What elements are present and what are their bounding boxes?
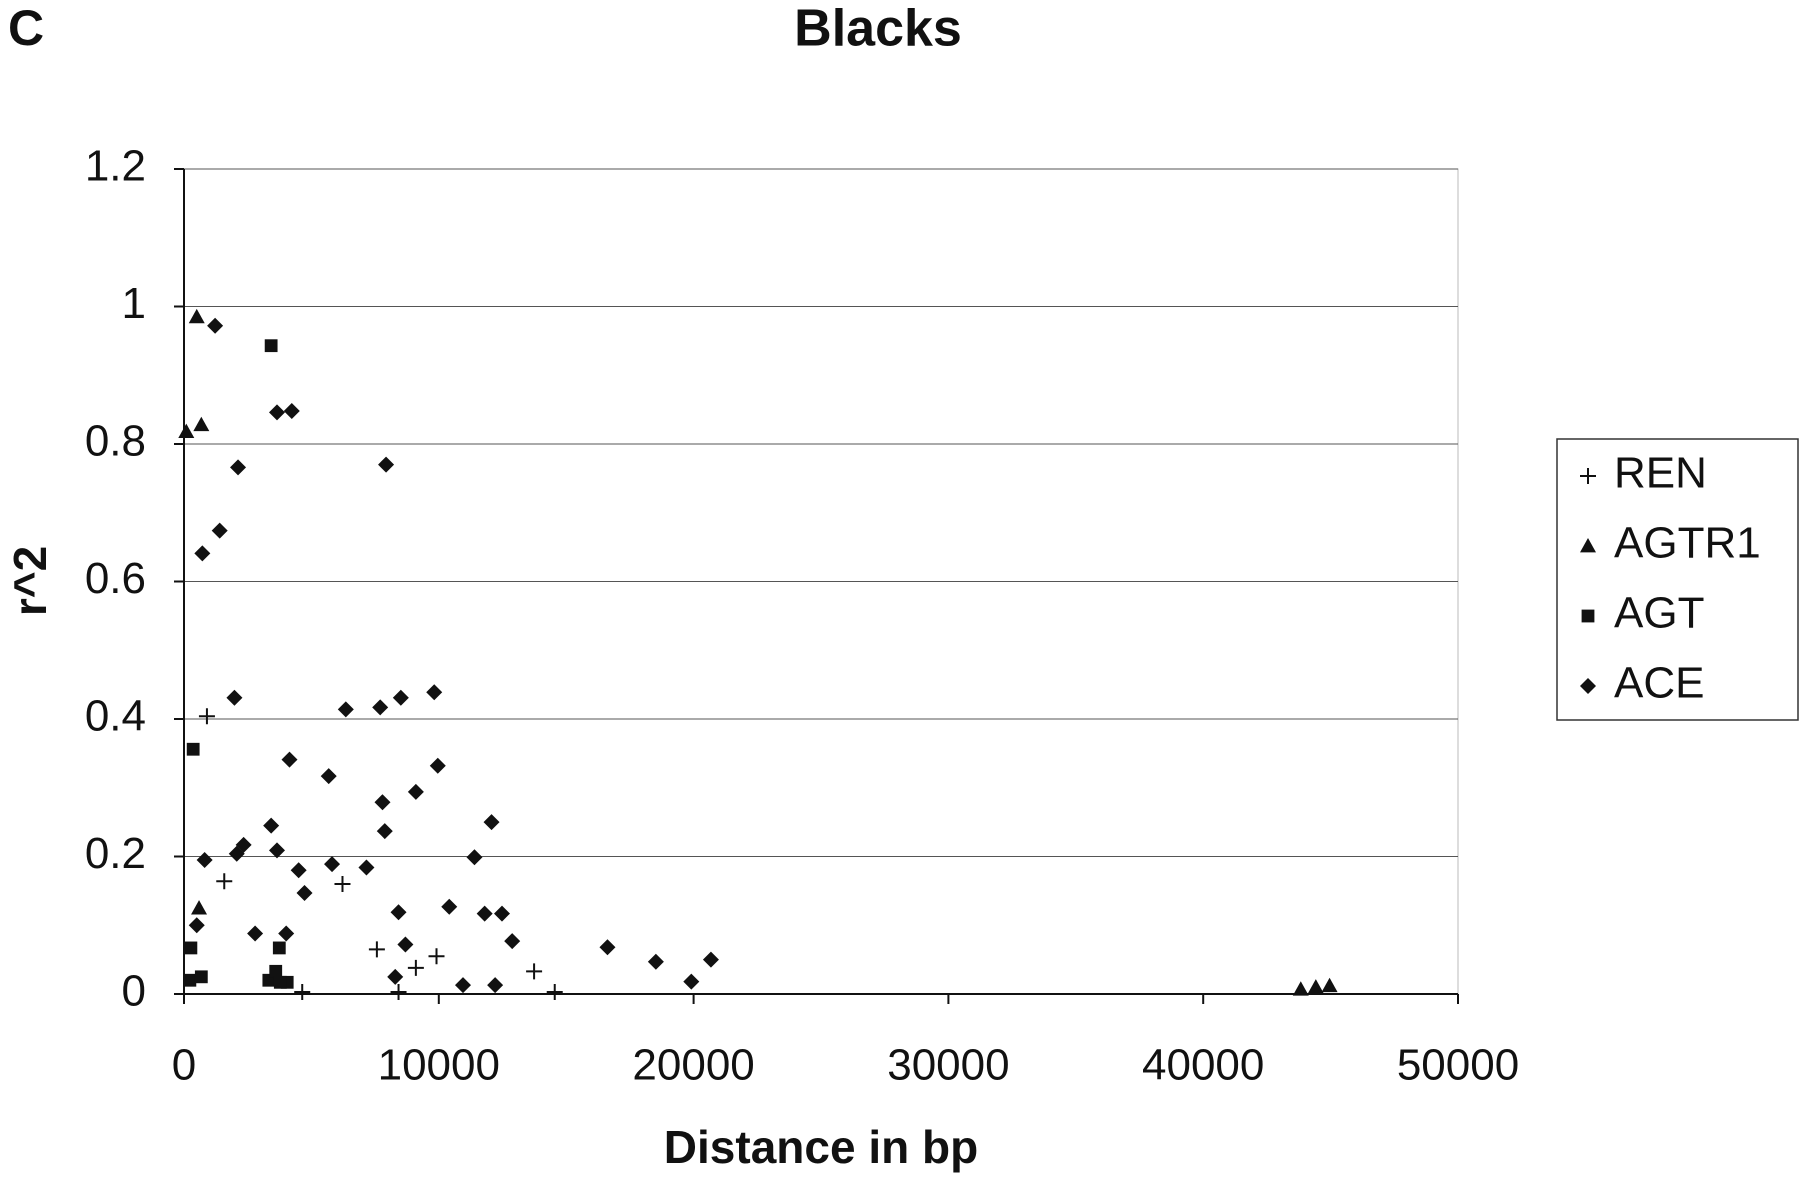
point [183,973,197,987]
legend-label: AGTR1 [1614,519,1761,568]
point [407,783,424,800]
point [483,814,500,831]
chart-title: Blacks [794,0,962,58]
x-tick-label: 0 [172,1041,196,1090]
point [426,684,443,701]
x-tick-label: 40000 [1142,1041,1264,1090]
point [337,701,354,718]
y-tick-label: 0.2 [85,829,146,878]
legend-label: ACE [1614,659,1704,708]
point [647,953,664,970]
point [191,900,208,915]
point [429,757,446,774]
point [387,968,404,985]
x-tick-label: 20000 [632,1041,754,1090]
y-tick-label: 0.8 [85,417,146,466]
y-tick-label: 0.6 [85,554,146,603]
point [196,851,213,868]
point [294,983,311,1000]
point [216,873,233,890]
point [269,964,283,978]
point [290,862,307,879]
y-axis-label: r^2 [4,546,56,616]
point [599,939,616,956]
point [324,856,341,873]
point [273,975,287,989]
point [320,768,337,785]
point [392,689,409,706]
point [390,904,407,921]
point [283,403,300,419]
point [263,817,280,834]
point [188,917,205,934]
point [683,973,700,990]
point [296,884,313,901]
legend-marker [1581,609,1595,623]
legend-marker [1580,678,1596,694]
point [230,459,247,476]
y-tick-label: 1.2 [85,142,146,191]
point [188,308,205,324]
point [374,794,391,811]
legend-box [1556,438,1799,721]
point [269,842,286,859]
point [476,905,493,922]
legend-marker [1580,538,1596,553]
legend-label: REN [1614,449,1707,498]
point [390,983,407,1000]
point [526,963,543,980]
point [178,423,195,439]
point [378,456,395,473]
point [207,317,224,334]
y-tick-label: 1 [122,279,146,328]
x-axis-label: Distance in bp [664,1121,978,1173]
point [455,977,472,994]
point [493,905,510,922]
point [247,925,264,942]
point [226,689,243,706]
point [358,859,375,876]
point [211,522,228,539]
point [368,941,385,958]
point [198,708,215,725]
point [441,898,458,915]
point [194,970,208,984]
point [546,983,563,1000]
point [1321,977,1338,993]
point [407,959,424,976]
point [334,876,351,892]
x-tick-label: 10000 [378,1041,500,1090]
legend-label: AGT [1614,589,1704,638]
point [235,836,252,853]
point [184,941,198,955]
panel-label: C [8,0,44,56]
point [376,823,393,840]
point [186,742,200,756]
point [264,339,278,353]
y-tick-label: 0 [122,967,146,1016]
point [1307,979,1324,994]
point [278,925,295,942]
point [269,404,286,421]
y-tick-label: 0.4 [85,692,146,741]
point [487,977,504,994]
point [272,941,286,955]
x-tick-label: 30000 [887,1041,1009,1090]
point [281,751,298,768]
point [702,951,719,968]
point [194,545,211,562]
point [428,948,445,965]
point [397,936,414,953]
x-tick-label: 50000 [1397,1041,1519,1090]
point [466,849,483,866]
legend-marker [1580,468,1596,484]
point [504,933,521,950]
point [372,699,389,716]
point [193,416,210,432]
point [1292,981,1309,996]
